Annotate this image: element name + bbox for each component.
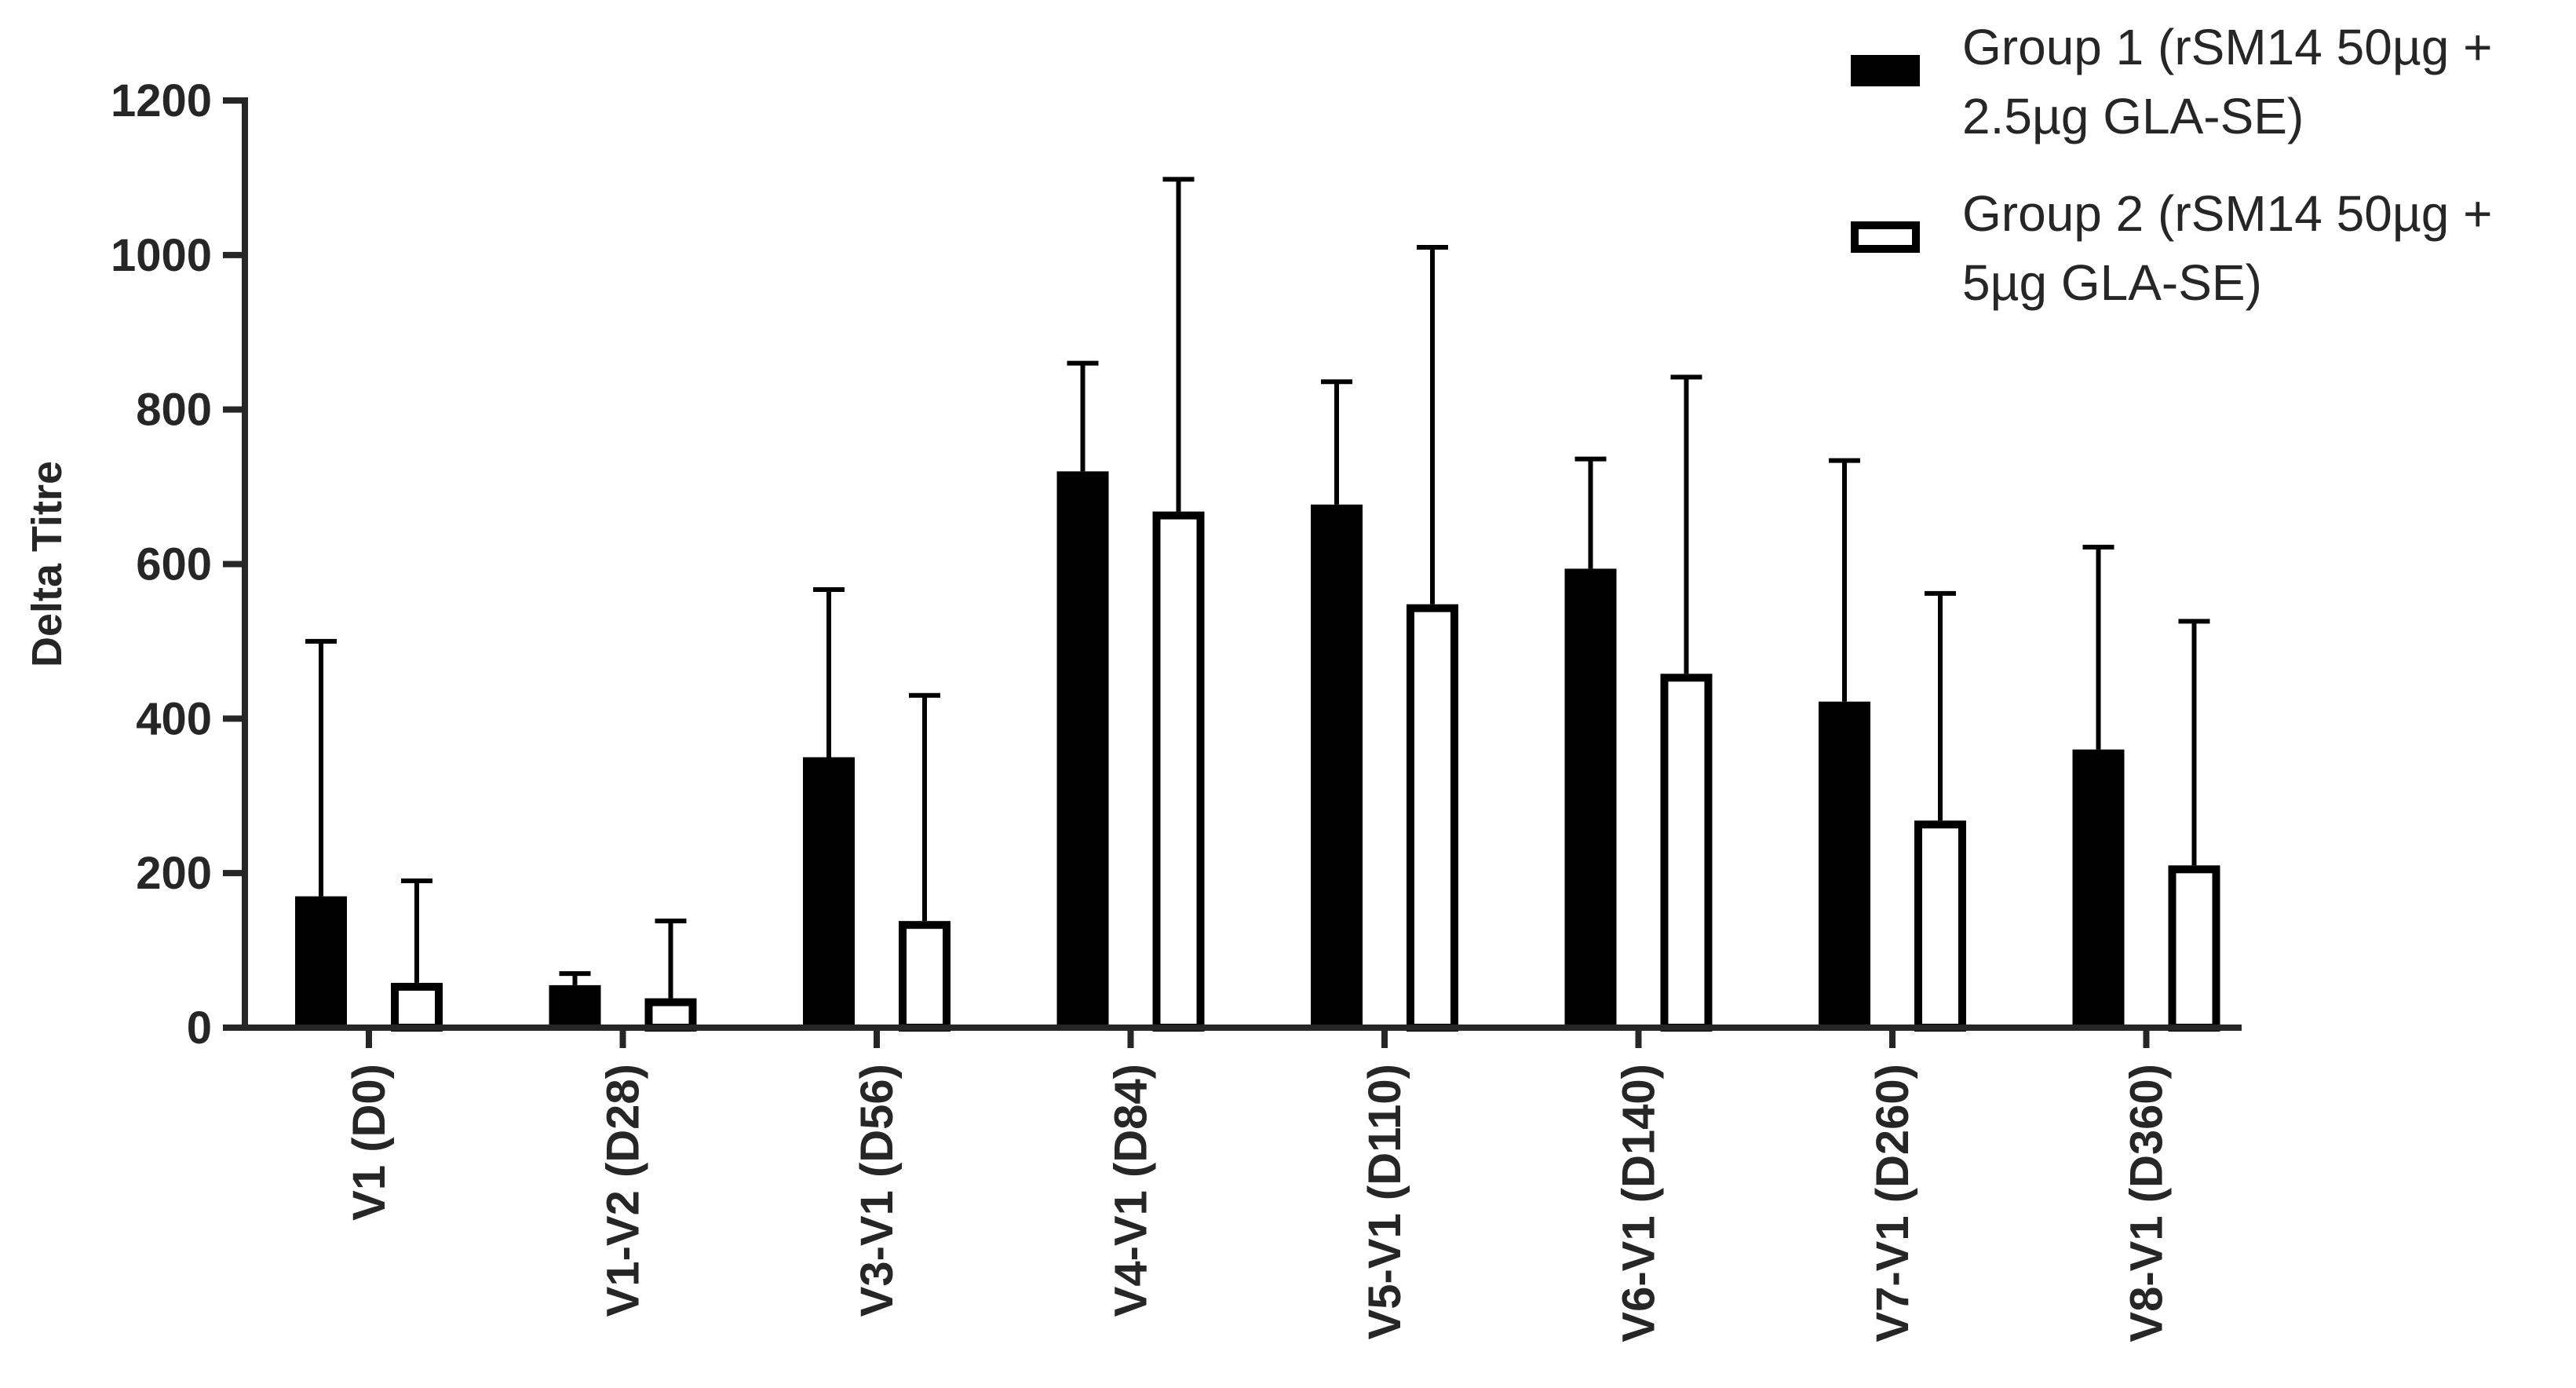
bar-1-7 bbox=[1819, 701, 1870, 1028]
legend-swatch-1 bbox=[1851, 55, 1920, 86]
y-tick-label-1200: 1200 bbox=[111, 75, 212, 126]
bar-1-3 bbox=[803, 757, 855, 1028]
bar-2-8 bbox=[2168, 865, 2220, 1032]
bar-2-5 bbox=[1407, 604, 1458, 1032]
bar-1-8 bbox=[2072, 749, 2125, 1028]
x-category-label-7: V7-V1 (D260) bbox=[1867, 1064, 1918, 1342]
x-category-label-2: V1-V2 (D28) bbox=[598, 1064, 649, 1317]
bar-1-5 bbox=[1311, 504, 1363, 1028]
x-category-label-5: V5-V1 (D110) bbox=[1359, 1064, 1410, 1339]
y-tick-label-600: 600 bbox=[136, 539, 212, 590]
legend-label-1-line-1: Group 1 (rSM14 50µg + bbox=[1962, 19, 2492, 75]
bar-2-6 bbox=[1660, 674, 1713, 1032]
x-category-label-1: V1 (D0) bbox=[344, 1064, 395, 1221]
y-tick-label-200: 200 bbox=[136, 848, 212, 899]
legend-swatch-2 bbox=[1851, 221, 1920, 253]
bar-1-4 bbox=[1056, 471, 1109, 1028]
bars-layer bbox=[295, 177, 2220, 1032]
legend-label-2-line-2: 5µg GLA-SE) bbox=[1962, 254, 2262, 311]
bar-2-2 bbox=[644, 998, 697, 1032]
bar-2-3 bbox=[899, 921, 950, 1032]
bar-1-6 bbox=[1564, 568, 1617, 1028]
y-tick-label-0: 0 bbox=[187, 1003, 212, 1054]
axes-layer: 0 200 400 600 800 1000 1200 Delta Titre V1 (D0) V… bbox=[24, 75, 2242, 1342]
bar-2-1 bbox=[391, 982, 443, 1032]
y-tick-label-1000: 1000 bbox=[111, 230, 212, 281]
bar-2-7 bbox=[1914, 820, 1966, 1032]
legend-label-1-line-2: 2.5µg GLA-SE) bbox=[1962, 88, 2304, 144]
x-category-label-6: V6-V1 (D140) bbox=[1614, 1064, 1665, 1342]
x-category-label-8: V8-V1 (D360) bbox=[2122, 1064, 2173, 1342]
x-category-label-3: V3-V1 (D56) bbox=[852, 1064, 903, 1317]
y-tick-label-400: 400 bbox=[136, 693, 212, 744]
legend-label-2-line-1: Group 2 (rSM14 50µg + bbox=[1962, 185, 2492, 242]
x-category-label-4: V4-V1 (D84) bbox=[1106, 1064, 1157, 1317]
bar-1-2 bbox=[549, 984, 601, 1028]
bar-2-4 bbox=[1152, 511, 1205, 1032]
y-axis-label: Delta Titre bbox=[24, 461, 71, 667]
legend: Group 1 (rSM14 50µg + 2.5µg GLA-SE) Group … bbox=[1851, 19, 2492, 311]
y-tick-label-800: 800 bbox=[136, 385, 212, 436]
bar-1-1 bbox=[295, 896, 347, 1028]
